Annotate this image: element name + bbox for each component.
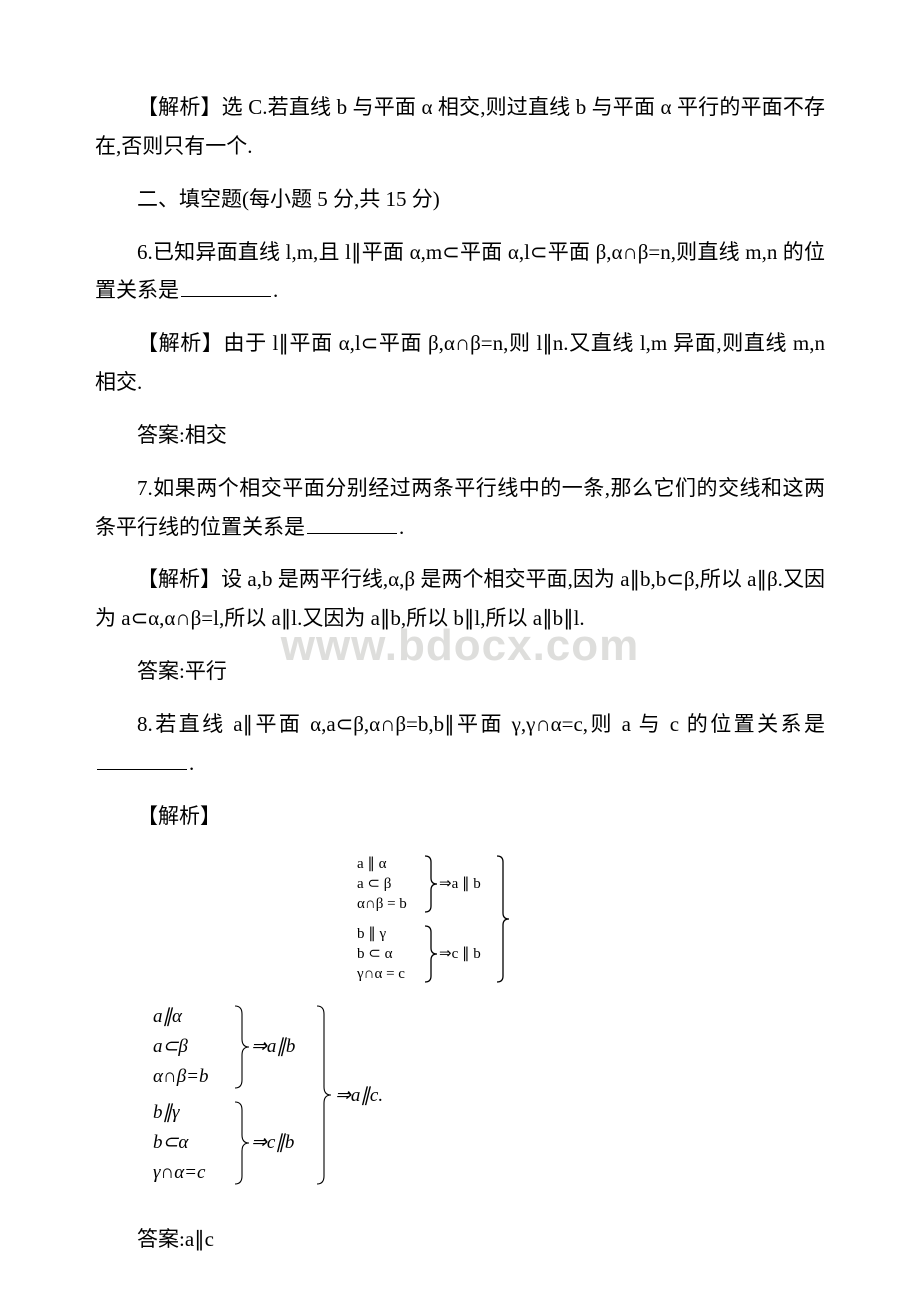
svg-text:⇒a ∥ b: ⇒a ∥ b — [439, 876, 481, 892]
svg-text:b⊂α: b⊂α — [153, 1132, 189, 1153]
q8-text: 8.若直线 a∥平面 α,a⊂β,α∩β=b,b∥平面 γ,γ∩α=c,则 a … — [137, 712, 825, 736]
svg-text:a⊂β: a⊂β — [153, 1036, 188, 1057]
svg-text:b ∥ γ: b ∥ γ — [357, 926, 387, 942]
blank-6 — [181, 296, 271, 297]
svg-text:⇒a∥c.: ⇒a∥c. — [335, 1085, 383, 1106]
svg-text:⇒c∥b: ⇒c∥b — [251, 1132, 294, 1153]
svg-text:γ∩α = c: γ∩α = c — [356, 966, 405, 982]
paragraph-analysis-1: 【解析】选 C.若直线 b 与平面 α 相交,则过直线 b 与平面 α 平行的平… — [95, 88, 825, 166]
answer-8: 答案:a∥c — [95, 1220, 825, 1259]
svg-text:α∩β=b: α∩β=b — [153, 1066, 208, 1087]
svg-text:a∥α: a∥α — [153, 1006, 183, 1027]
q6-period: . — [273, 278, 278, 302]
answer-6: 答案:相交 — [95, 416, 825, 455]
question-7: 7.如果两个相交平面分别经过两条平行线中的一条,那么它们的交线和这两条平行线的位… — [95, 469, 825, 547]
q6-text: 6.已知异面直线 l,m,且 l∥平面 α,m⊂平面 α,l⊂平面 β,α∩β=… — [95, 240, 825, 303]
section-heading: 二、填空题(每小题 5 分,共 15 分) — [95, 180, 825, 219]
analysis-7: 【解析】设 a,b 是两平行线,α,β 是两个相交平面,因为 a∥b,b⊂β,所… — [95, 560, 825, 638]
svg-text:⇒a∥b: ⇒a∥b — [251, 1036, 295, 1057]
svg-text:a ∥ α: a ∥ α — [357, 856, 387, 872]
blank-8 — [97, 769, 187, 770]
question-8: 8.若直线 a∥平面 α,a⊂β,α∩β=b,b∥平面 γ,γ∩α=c,则 a … — [95, 705, 825, 783]
blank-7 — [307, 533, 397, 534]
svg-text:⇒c ∥ b: ⇒c ∥ b — [439, 946, 481, 962]
svg-text:a ⊂ β: a ⊂ β — [357, 876, 391, 892]
math-derivation-2: a∥α a⊂β α∩β=b ⇒a∥b b∥γ b⊂α γ∩α=c ⇒c∥b ⇒a∥c. — [145, 1000, 825, 1213]
q8-period: . — [189, 751, 194, 775]
answer-7: 答案:平行 — [95, 652, 825, 691]
q7-text: 7.如果两个相交平面分别经过两条平行线中的一条,那么它们的交线和这两条平行线的位… — [95, 476, 825, 539]
svg-text:b∥γ: b∥γ — [153, 1102, 180, 1123]
svg-text:γ∩α=c: γ∩α=c — [153, 1162, 206, 1183]
math-derivation-1: a ∥ α a ⊂ β α∩β = b ⇒a ∥ b b ∥ γ b ⊂ α γ∩α = c… — [345, 850, 575, 990]
analysis-8-label: 【解析】 — [95, 797, 825, 836]
question-6: 6.已知异面直线 l,m,且 l∥平面 α,m⊂平面 α,l⊂平面 β,α∩β=… — [95, 233, 825, 311]
analysis-6: 【解析】由于 l∥平面 α,l⊂平面 β,α∩β=n,则 l∥n.又直线 l,m… — [95, 324, 825, 402]
svg-text:α∩β = b: α∩β = b — [357, 896, 407, 912]
svg-text:b ⊂ α: b ⊂ α — [357, 946, 393, 962]
q7-period: . — [399, 515, 404, 539]
